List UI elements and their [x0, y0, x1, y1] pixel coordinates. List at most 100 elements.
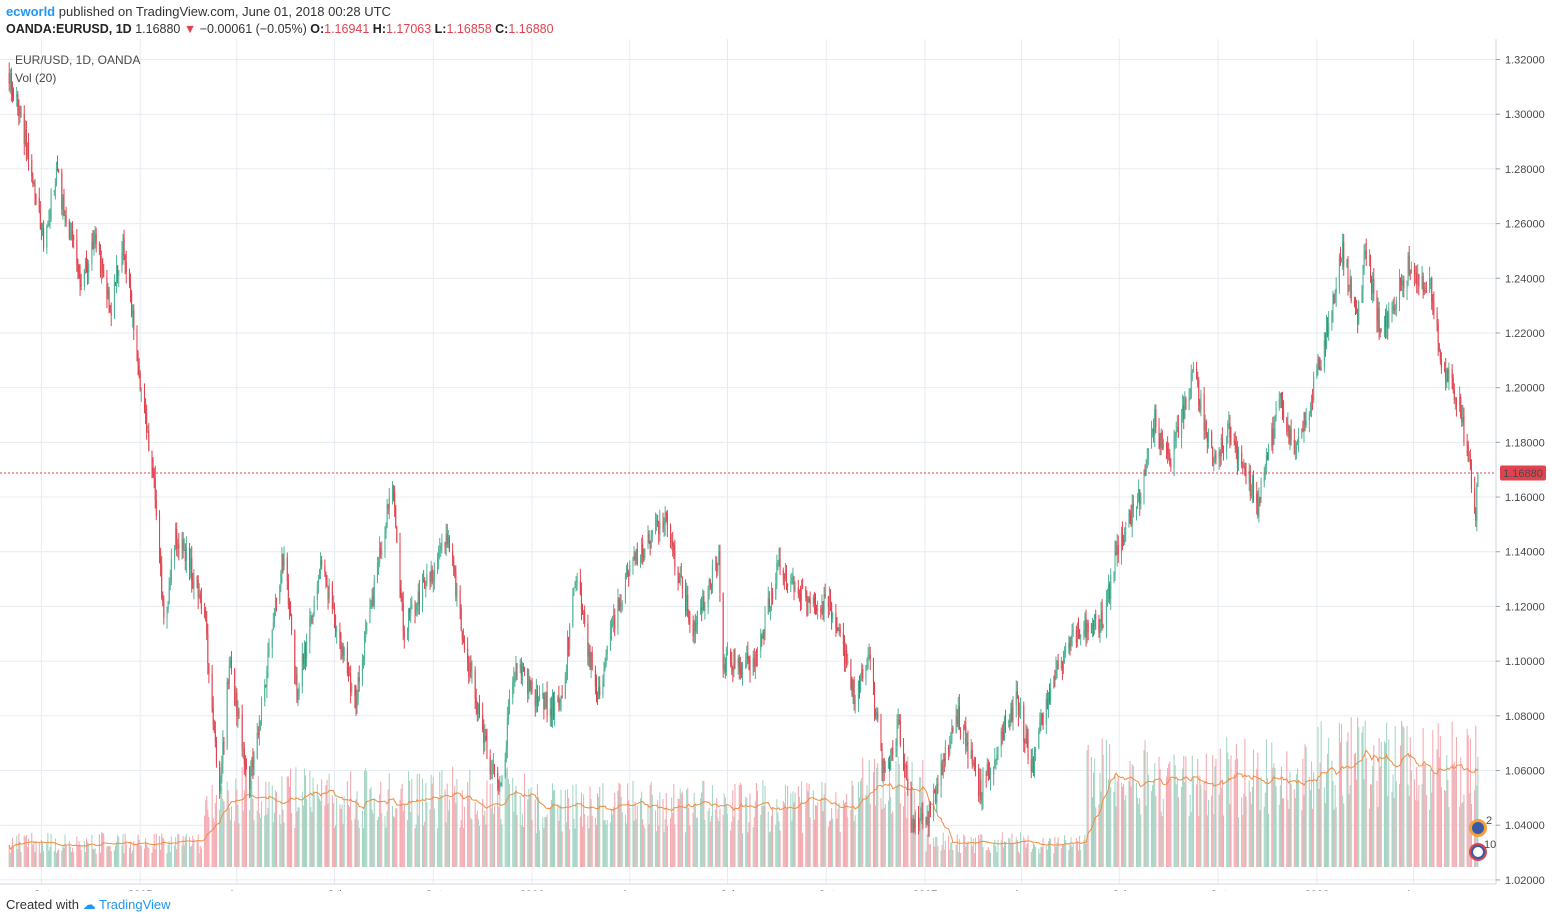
volume-bar [1154, 763, 1156, 867]
candle-body [213, 724, 215, 732]
candle-body [1422, 276, 1424, 290]
candle-body [1333, 295, 1335, 303]
volume-bar [663, 832, 665, 867]
candle-body [708, 579, 710, 589]
candle-body [1025, 735, 1027, 744]
candle-body [772, 592, 774, 600]
price-chart[interactable]: 1.320001.300001.280001.260001.240001.220… [0, 39, 1556, 891]
volume-bar [1170, 779, 1172, 867]
volume-bar [708, 807, 710, 867]
volume-bar [95, 853, 97, 867]
candle-body [486, 738, 488, 758]
volume-bar [366, 771, 368, 867]
candle-body [1448, 369, 1450, 381]
volume-bar [605, 824, 607, 867]
volume-bar [1353, 753, 1355, 867]
volume-bar [251, 780, 253, 867]
candle-body [639, 560, 642, 566]
volume-bar [243, 790, 245, 867]
candle-body [1072, 630, 1074, 633]
candle-body [536, 690, 538, 702]
candle-body [828, 595, 830, 608]
candle-body [716, 562, 718, 573]
volume-bar [1175, 784, 1177, 867]
candle-body [1406, 280, 1408, 289]
volume-bar [753, 817, 755, 867]
candle-body [553, 693, 555, 717]
time-axis[interactable]: Oct2015AprJulOct2016AprJulOct2017AprJulO… [33, 889, 1423, 891]
volume-bar [193, 839, 195, 867]
candle-body [478, 704, 480, 715]
volume-bar [1409, 737, 1411, 867]
candle-body [140, 389, 142, 391]
candle-body [649, 541, 651, 549]
volume-bar [260, 801, 263, 867]
candle-body [205, 610, 207, 622]
price-tick-label: 1.06000 [1505, 766, 1545, 778]
candle-body [806, 597, 808, 616]
candle-body [333, 607, 336, 626]
volume-bar [658, 825, 660, 867]
volume-bar [1123, 783, 1125, 867]
volume-bar [1245, 796, 1247, 867]
candle-body [723, 664, 725, 670]
candle-body [709, 579, 711, 585]
volume-bar [792, 791, 794, 867]
candle-body [245, 765, 248, 767]
candle-body [423, 579, 425, 581]
candle-body [327, 586, 329, 599]
candle-body [12, 95, 15, 98]
price-axis-area[interactable] [1496, 39, 1556, 884]
candle-body [73, 235, 75, 240]
events-flag-us[interactable]: 10 [1469, 839, 1496, 861]
candle-body [204, 608, 206, 611]
volume-bar [516, 815, 518, 867]
candle-body [395, 505, 397, 528]
candle-body [260, 701, 263, 722]
candle-body [847, 660, 849, 664]
volume-bar [1260, 776, 1262, 867]
volume-bar [580, 792, 582, 867]
volume-bar [369, 789, 371, 867]
candle-body [1301, 428, 1303, 437]
candle-body [770, 592, 773, 607]
candle-body [174, 548, 176, 560]
volume-bar [454, 785, 456, 867]
volume-bar [316, 784, 318, 867]
volume-bar [865, 794, 867, 867]
volume-bar [794, 792, 796, 867]
volume-bar [545, 817, 547, 867]
candle-body [542, 693, 544, 695]
volume-bar [905, 791, 907, 867]
price-tick-label: 1.28000 [1505, 164, 1545, 176]
candle-body [881, 748, 883, 774]
close-value: 1.16880 [508, 22, 554, 36]
candle-body [133, 310, 135, 330]
volume-bar [1004, 842, 1007, 867]
volume-bar [650, 781, 652, 867]
volume-bar [579, 816, 581, 867]
candle-body [895, 746, 897, 755]
candle-body [166, 609, 168, 618]
volume-bar [493, 805, 496, 867]
events-flag-eu[interactable]: 2 [1469, 815, 1492, 837]
price-axis[interactable]: 1.320001.300001.280001.260001.240001.220… [1496, 55, 1545, 887]
volume-bar [361, 810, 363, 867]
volume-bar [1361, 732, 1363, 867]
volume-bar [603, 820, 605, 867]
volume-bar [357, 820, 359, 867]
volume-bar [1323, 787, 1325, 867]
candle-body [869, 654, 871, 659]
tradingview-link[interactable]: TradingView [99, 897, 171, 912]
volume-bar [664, 819, 666, 867]
volume-bar [835, 792, 837, 867]
volume-bar [265, 781, 267, 867]
candle-body [1197, 379, 1199, 381]
author-link[interactable]: ecworld [6, 4, 56, 19]
volume-bar [1001, 832, 1003, 867]
candle-body [175, 528, 177, 549]
candle-body [1275, 407, 1277, 417]
volume-bar [1470, 804, 1472, 867]
volume-bar [1252, 749, 1255, 867]
candle-body [167, 601, 169, 610]
